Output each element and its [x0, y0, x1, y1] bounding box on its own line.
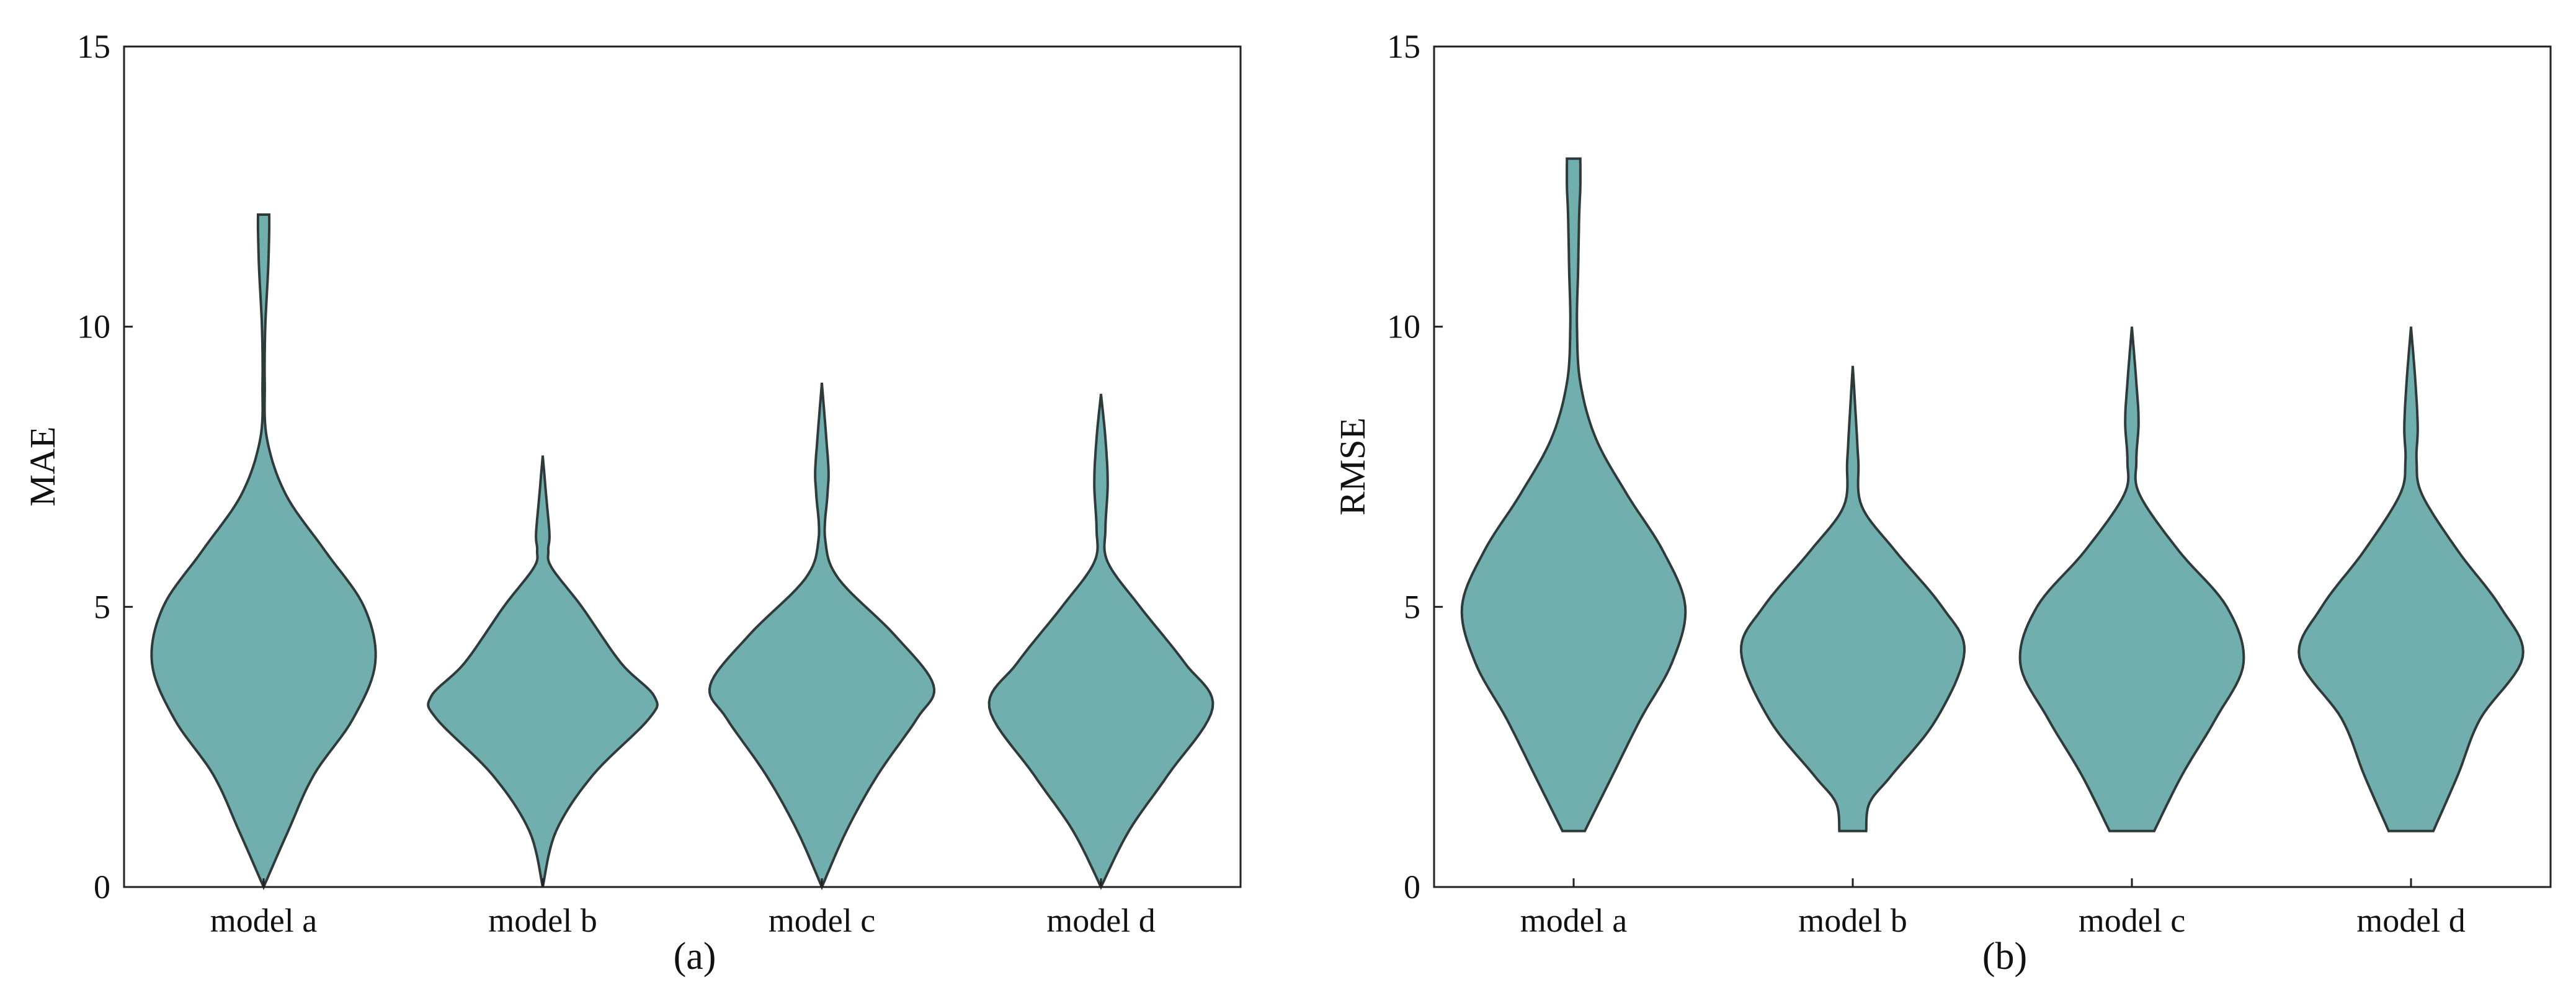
- panel-a-violins: [150, 213, 1214, 891]
- panel-a-violin-model-c: [708, 382, 936, 891]
- panel-b-ytick-labels: 0 5 10 15: [1387, 28, 1420, 906]
- panel-b-violin-model-b: [1739, 365, 1966, 832]
- panel-a-ytick-labels: 0 5 10 15: [77, 28, 110, 906]
- panel-a-ytick-label-15: 15: [77, 28, 110, 65]
- panel-b-xtick-labels: model a model b model c model d: [1520, 902, 2466, 939]
- panel-a-ylabel: MAE: [22, 427, 63, 507]
- panel-a-ticks: [124, 45, 1102, 888]
- panel-b: 0 5 10 15 model a model b model c model d RMSE…: [1332, 28, 2552, 978]
- panel-b-ylabel: RMSE: [1332, 417, 1373, 515]
- panel-b-caption: (b): [1982, 935, 2027, 978]
- panel-b-violin-model-d: [2297, 326, 2525, 832]
- panel-a-ytick-label-0: 0: [94, 868, 110, 906]
- panel-b-xtick-label-model-c: model c: [2079, 902, 2185, 939]
- panel-a-xtick-label-model-b: model b: [488, 902, 597, 939]
- panel-b-ticks: [1434, 45, 2412, 888]
- panel-b-xtick-label-model-d: model d: [2356, 902, 2465, 939]
- panel-a-caption: (a): [674, 935, 716, 978]
- panel-b-ytick-label-10: 10: [1387, 308, 1420, 345]
- panel-b-xtick-label-model-b: model b: [1798, 902, 1907, 939]
- panel-b-frame: [1433, 45, 2552, 888]
- panel-a-violin-model-d: [987, 393, 1214, 890]
- panel-a-frame: [123, 45, 1242, 888]
- panel-a-xtick-labels: model a model b model c model d: [210, 902, 1156, 939]
- panel-b-ytick-label-15: 15: [1387, 28, 1420, 65]
- panel-b-ytick-label-5: 5: [1404, 588, 1420, 625]
- panel-a-xtick-label-model-a: model a: [210, 902, 317, 939]
- panel-b-ytick-label-0: 0: [1404, 868, 1420, 906]
- panel-a-violin-model-a: [150, 213, 377, 891]
- panel-a-xtick-label-model-d: model d: [1046, 902, 1155, 939]
- panel-b-violin-model-c: [2018, 326, 2245, 832]
- panel-b-violin-model-a: [1460, 157, 1687, 832]
- panel-b-violins: [1460, 157, 2525, 832]
- panel-a-ytick-label-5: 5: [94, 588, 110, 625]
- panel-a-xtick-label-model-c: model c: [769, 902, 875, 939]
- panel-a-violin-model-b: [427, 455, 659, 888]
- panel-b-xtick-label-model-a: model a: [1520, 902, 1627, 939]
- panel-a-ytick-label-10: 10: [77, 308, 110, 345]
